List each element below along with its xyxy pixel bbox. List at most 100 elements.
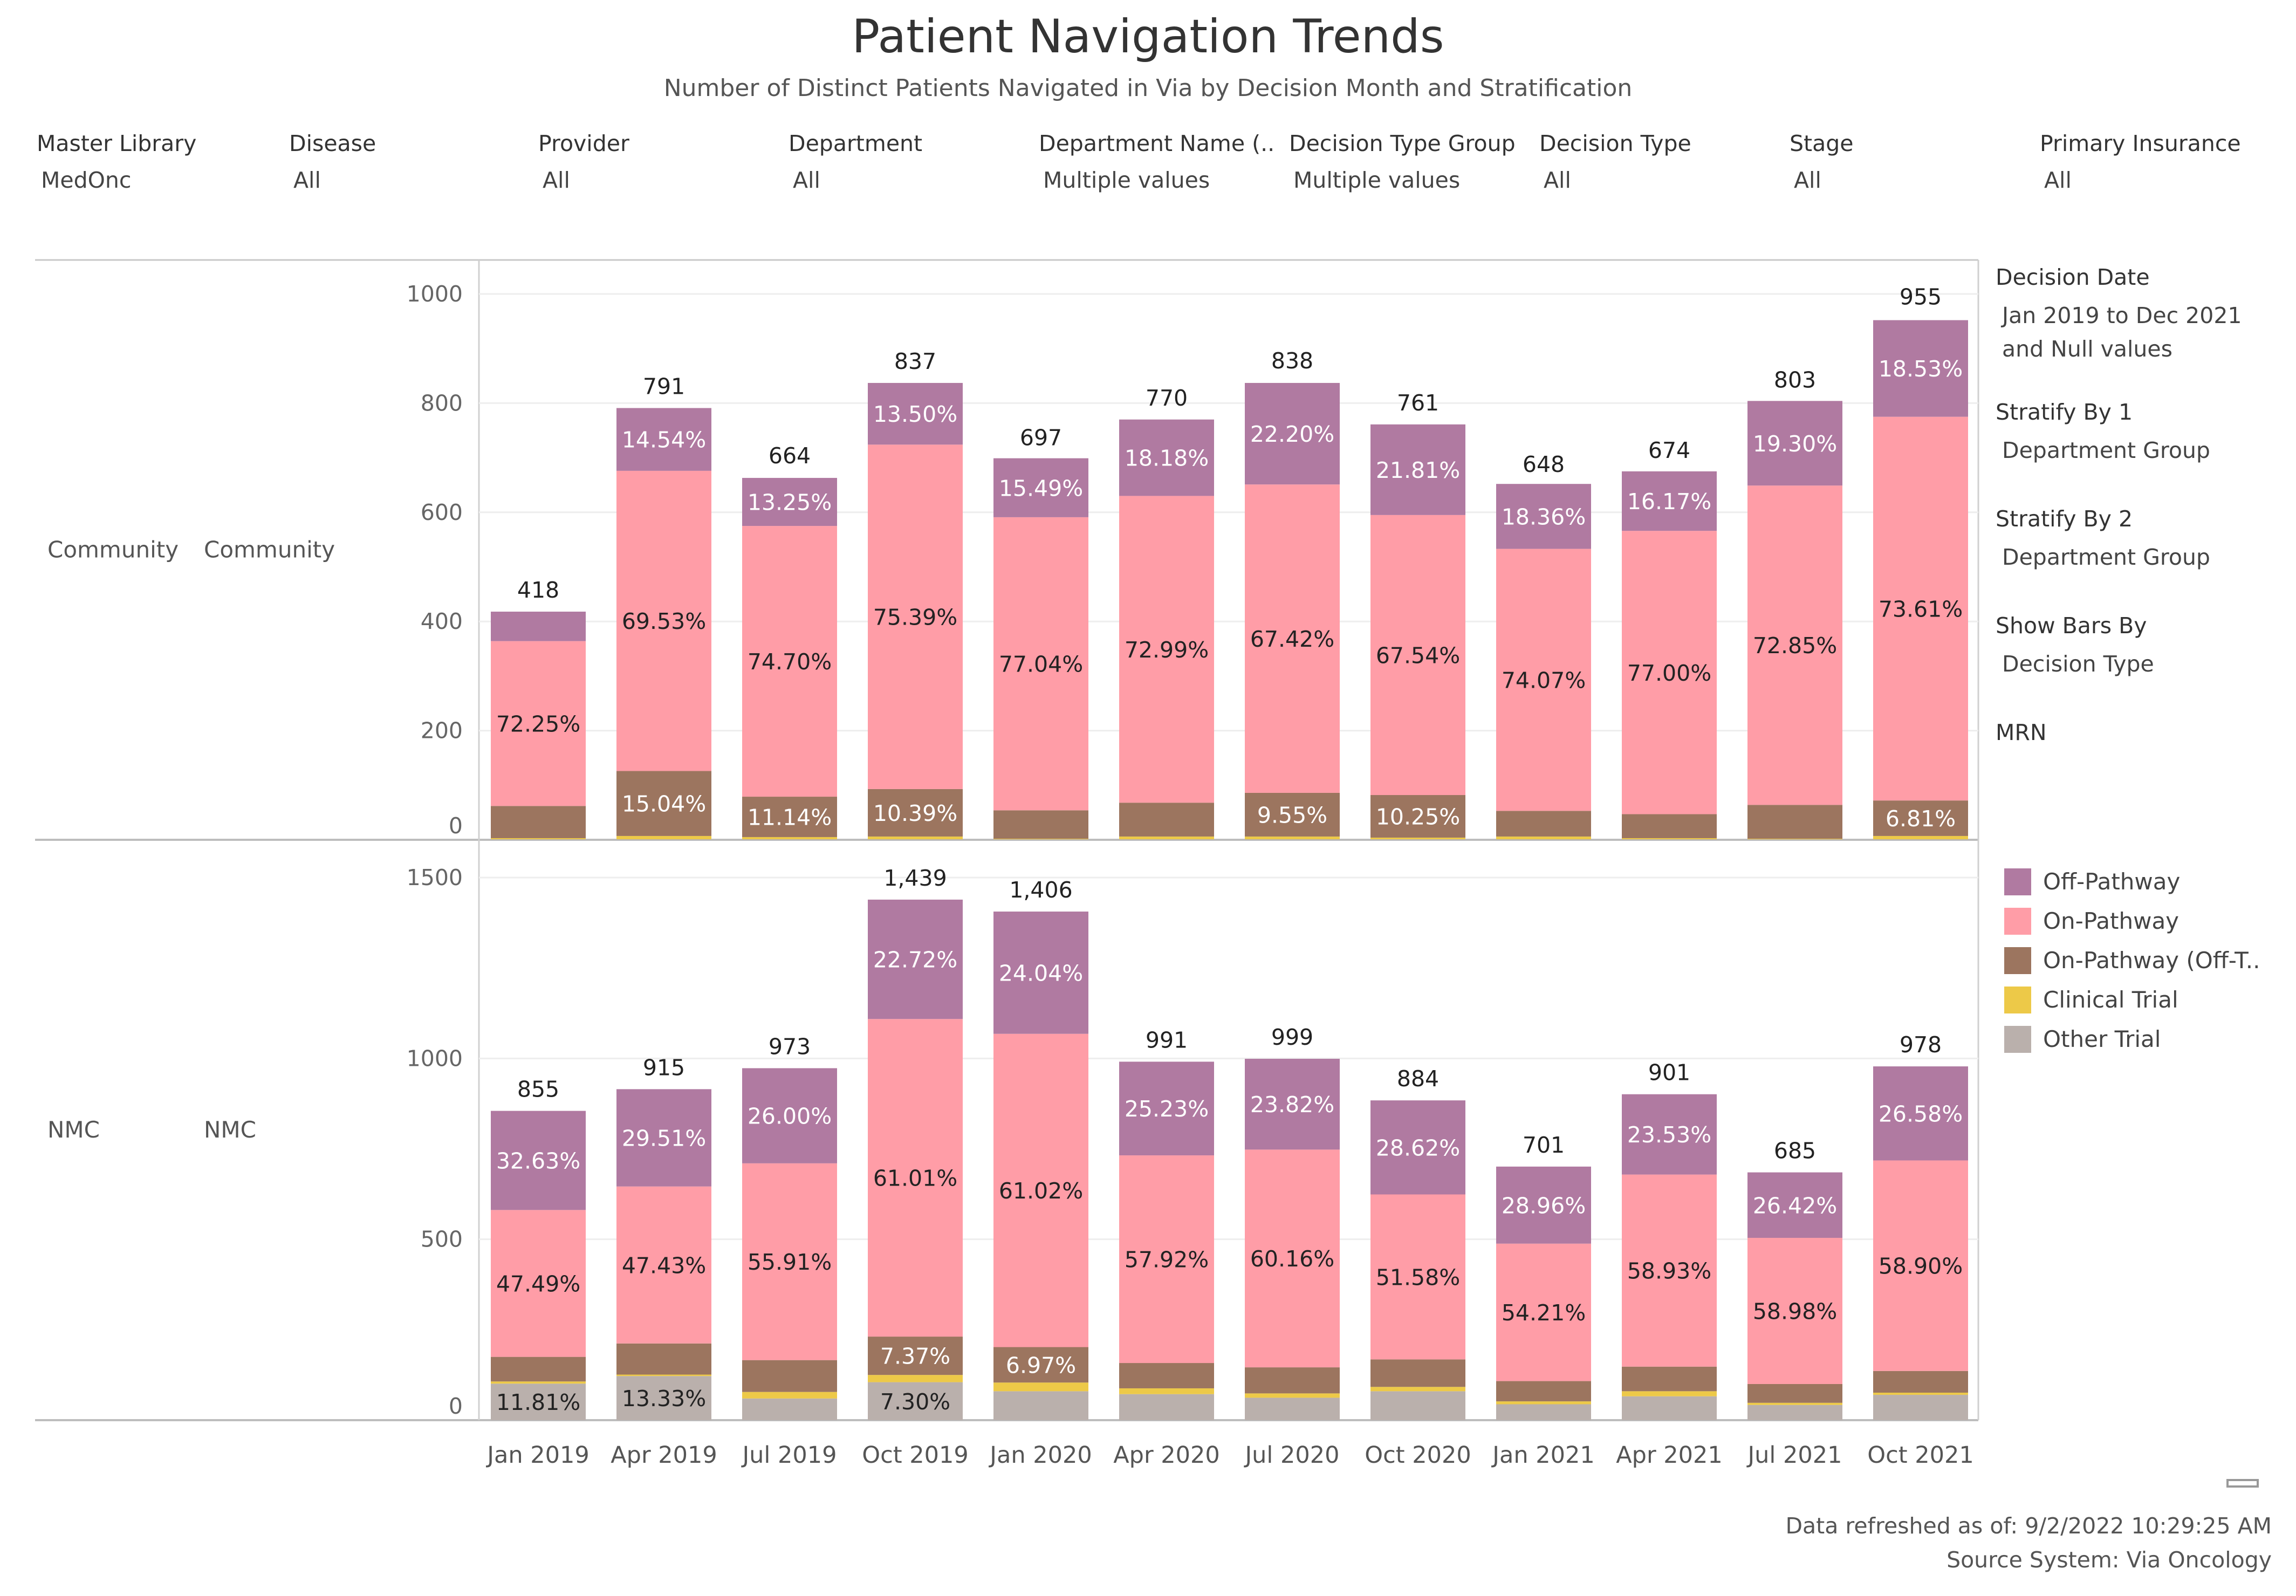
segment-label: 10.25%: [1376, 804, 1460, 830]
filter-decision-type[interactable]: Decision Type All: [1539, 131, 1691, 193]
filter-provider[interactable]: Provider All: [538, 131, 629, 193]
filter-value[interactable]: All: [793, 167, 820, 193]
bar-segment: [616, 470, 711, 771]
bar-segment: [616, 408, 711, 471]
segment-label: 10.39%: [873, 800, 957, 826]
side-value[interactable]: Department Group: [2002, 544, 2210, 570]
y-tick-label: 800: [421, 390, 463, 416]
segment-label: 28.96%: [1502, 1193, 1586, 1218]
bar-segment: [491, 1111, 586, 1210]
legend-item-on-pathway[interactable]: On-Pathway: [2004, 901, 2260, 941]
filter-label: Decision Type: [1539, 131, 1691, 156]
segment-label: 72.25%: [496, 711, 580, 737]
segment-label: 14.54%: [622, 427, 706, 453]
filter-stage[interactable]: Stage All: [1790, 131, 1853, 193]
filter-decision-type-group[interactable]: Decision Type Group Multiple values: [1289, 131, 1516, 193]
bar-segment: [491, 806, 586, 838]
bar-segment: [1622, 1366, 1717, 1392]
legend-swatch: [2004, 868, 2031, 895]
filter-department[interactable]: Department All: [789, 131, 922, 193]
bar-segment: [993, 517, 1088, 811]
bar-segment: [1747, 805, 1842, 839]
bar-segment: [1496, 1243, 1591, 1381]
bar-segment: [1622, 471, 1717, 531]
legend-item-off-pathway[interactable]: Off-Pathway: [2004, 862, 2260, 901]
segment-label: 6.97%: [1006, 1352, 1076, 1378]
side-show-bars-by[interactable]: Show Bars By Decision Type: [1996, 613, 2154, 681]
bar-segment: [616, 1376, 711, 1420]
x-tick-label: Apr 2021: [1616, 1442, 1723, 1469]
legend-label: Clinical Trial: [2043, 987, 2178, 1013]
x-tick-label: Jul 2020: [1244, 1442, 1340, 1469]
segment-label: 6.81%: [1886, 806, 1956, 832]
segment-label: 13.33%: [622, 1386, 706, 1412]
bar-segment: [1747, 1237, 1842, 1384]
bar-segment: [742, 1398, 837, 1420]
filter-value[interactable]: All: [2044, 167, 2072, 193]
bar-total-label: 697: [1020, 425, 1062, 451]
side-mrn[interactable]: MRN: [1996, 720, 2047, 754]
filter-value[interactable]: Multiple values: [1043, 167, 1210, 193]
bar-segment: [1119, 839, 1214, 840]
side-decision-date[interactable]: Decision Date Jan 2019 to Dec 2021 and N…: [1996, 264, 2261, 366]
segment-label: 22.72%: [873, 947, 957, 973]
segment-label: 72.85%: [1753, 633, 1837, 659]
bar-segment: [1747, 485, 1842, 805]
x-tick-label: Oct 2021: [1867, 1442, 1973, 1469]
bar-total-label: 978: [1900, 1032, 1942, 1058]
filter-value[interactable]: MedOnc: [41, 167, 132, 193]
segment-label: 61.02%: [999, 1178, 1083, 1204]
segment-label: 32.63%: [496, 1148, 580, 1174]
legend-item-other-trial[interactable]: Other Trial: [2004, 1019, 2260, 1059]
legend-item-clinical-trial[interactable]: Clinical Trial: [2004, 980, 2260, 1019]
row-label-level-1: NMC: [47, 1116, 100, 1143]
side-stratify-by-1[interactable]: Stratify By 1 Department Group: [1996, 399, 2210, 467]
bar-total-label: 1,439: [883, 865, 947, 891]
bar-segment: [1370, 424, 1465, 515]
filter-value[interactable]: All: [293, 167, 321, 193]
segment-label: 47.43%: [622, 1252, 706, 1278]
filter-primary-insurance[interactable]: Primary Insurance All: [2040, 131, 2241, 193]
bar-segment: [868, 1382, 963, 1420]
bar-segment: [868, 444, 963, 789]
side-value[interactable]: Jan 2019 to Dec 2021 and Null values: [2002, 303, 2242, 362]
side-value[interactable]: Department Group: [2002, 437, 2210, 463]
filter-value[interactable]: All: [1544, 167, 1571, 193]
bar-segment: [1747, 1172, 1842, 1238]
segment-label: 74.70%: [748, 649, 832, 675]
bar-segment: [1370, 1359, 1465, 1387]
bar-segment: [1119, 836, 1214, 839]
bar-total-label: 855: [517, 1077, 559, 1102]
y-tick-label: 1500: [407, 865, 463, 891]
download-icon[interactable]: [2226, 1479, 2259, 1488]
row-label-level-2: NMC: [204, 1116, 256, 1143]
bar-total-label: 955: [1900, 284, 1942, 310]
side-stratify-by-2[interactable]: Stratify By 2 Department Group: [1996, 506, 2210, 574]
bar-segment: [491, 838, 586, 839]
legend-swatch: [2004, 907, 2031, 935]
segment-label: 15.49%: [999, 475, 1083, 501]
filter-department-name[interactable]: Department Name (.. Multiple values: [1039, 131, 1274, 193]
bar-segment: [1873, 1393, 1968, 1395]
segment-label: 26.58%: [1879, 1101, 1963, 1127]
bar-total-label: 803: [1774, 367, 1816, 393]
bar-total-label: 674: [1648, 437, 1690, 463]
segment-label: 58.98%: [1753, 1298, 1837, 1324]
filter-value[interactable]: All: [543, 167, 570, 193]
segment-label: 72.99%: [1125, 637, 1209, 663]
filter-value[interactable]: All: [1794, 167, 1821, 193]
filter-master-library[interactable]: Master Library MedOnc: [37, 131, 196, 193]
legend-label: Other Trial: [2043, 1026, 2161, 1052]
legend-item-on-pathway-off-trial[interactable]: On-Pathway (Off-T..: [2004, 941, 2260, 980]
bar-segment: [868, 382, 963, 445]
segment-label: 22.20%: [1250, 421, 1334, 447]
filter-value[interactable]: Multiple values: [1293, 167, 1461, 193]
bar-segment: [1873, 800, 1968, 836]
side-value[interactable]: Decision Type: [2002, 651, 2154, 677]
bar-segment: [1119, 1388, 1214, 1394]
side-label: MRN: [1996, 720, 2047, 745]
bar-segment: [868, 1337, 963, 1375]
x-tick-label: Apr 2020: [1113, 1442, 1220, 1469]
filter-disease[interactable]: Disease All: [289, 131, 376, 193]
